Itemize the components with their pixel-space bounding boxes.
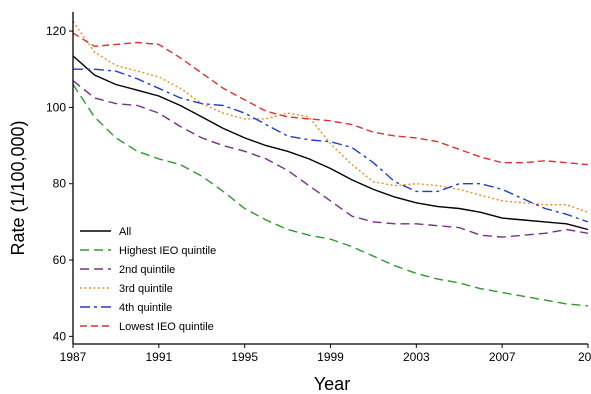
legend-label-4: 4th quintile xyxy=(119,302,172,314)
x-tick-label: 1999 xyxy=(317,350,344,364)
y-tick-label: 80 xyxy=(53,177,67,191)
y-tick-label: 100 xyxy=(46,100,66,114)
x-ticks: 1987 1991 1995 1999 2003 2007 201 xyxy=(60,344,591,364)
series-line-0 xyxy=(72,55,589,231)
y-axis-title: Rate (1/100,000) xyxy=(8,120,28,255)
y-ticks: 40 60 80 100 120 xyxy=(46,24,73,343)
series-line-4 xyxy=(73,68,589,223)
x-tick-label: 1991 xyxy=(145,350,172,364)
x-axis-title: Year xyxy=(314,374,350,394)
y-tick-label: 120 xyxy=(46,24,66,38)
x-tick-label: 1995 xyxy=(231,350,258,364)
series-line-3 xyxy=(72,21,589,213)
legend-label-1: Highest IEO quintile xyxy=(119,245,216,257)
legend-label-2: 2nd quintile xyxy=(119,264,175,276)
legend-label-3: 3rd quintile xyxy=(119,283,173,295)
x-tick-label: 201 xyxy=(578,350,591,364)
x-tick-label: 1987 xyxy=(60,350,87,364)
legend: All Highest IEO quintile 2nd quintile 3rd q… xyxy=(80,226,216,333)
series-line-2 xyxy=(72,80,589,238)
x-tick-label: 2003 xyxy=(403,350,430,364)
y-tick-label: 40 xyxy=(53,329,67,343)
series-line-5 xyxy=(72,32,589,166)
x-tick-label: 2007 xyxy=(489,350,516,364)
y-tick-label: 60 xyxy=(53,253,67,267)
legend-label-0: All xyxy=(119,226,131,238)
plot-lines xyxy=(72,21,589,307)
series-line-1 xyxy=(72,84,589,307)
legend-label-5: Lowest IEO quintile xyxy=(119,321,214,333)
